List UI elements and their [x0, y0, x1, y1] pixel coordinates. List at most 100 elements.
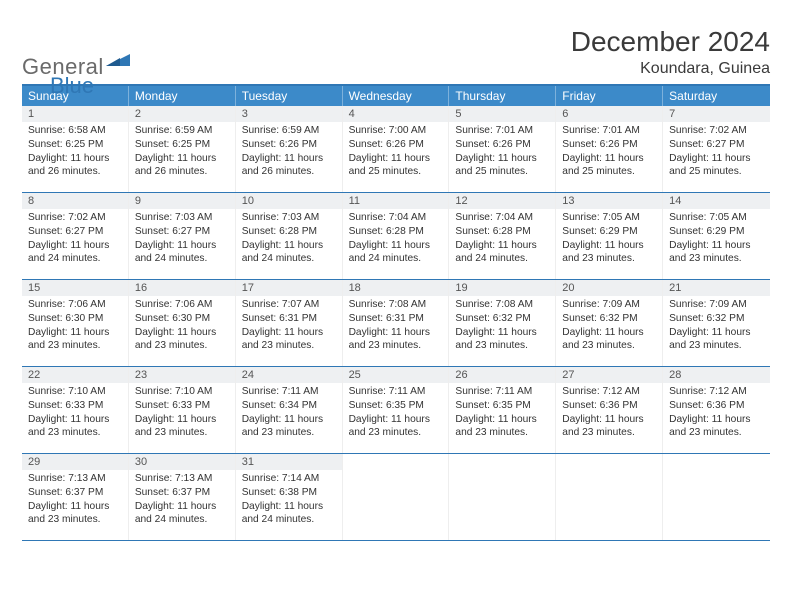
daylight-line2: and 25 minutes. — [455, 165, 549, 179]
sunset-text: Sunset: 6:33 PM — [135, 399, 229, 413]
day-cell: 23Sunrise: 7:10 AMSunset: 6:33 PMDayligh… — [129, 367, 236, 453]
sunrise-text: Sunrise: 7:05 AM — [669, 211, 764, 225]
sunset-text: Sunset: 6:26 PM — [242, 138, 336, 152]
weekday-header-cell: Saturday — [663, 86, 770, 106]
sunrise-text: Sunrise: 7:09 AM — [669, 298, 764, 312]
sunset-text: Sunset: 6:37 PM — [28, 486, 122, 500]
day-number: 12 — [449, 193, 555, 209]
daylight-line2: and 23 minutes. — [135, 339, 229, 353]
sunset-text: Sunset: 6:35 PM — [455, 399, 549, 413]
day-cell: 11Sunrise: 7:04 AMSunset: 6:28 PMDayligh… — [343, 193, 450, 279]
calendar: SundayMondayTuesdayWednesdayThursdayFrid… — [22, 84, 770, 541]
day-number: 26 — [449, 367, 555, 383]
sunrise-text: Sunrise: 7:04 AM — [455, 211, 549, 225]
day-cell: 31Sunrise: 7:14 AMSunset: 6:38 PMDayligh… — [236, 454, 343, 540]
daylight-line2: and 23 minutes. — [562, 426, 656, 440]
day-body: Sunrise: 7:03 AMSunset: 6:27 PMDaylight:… — [129, 209, 235, 270]
daylight-line2: and 24 minutes. — [455, 252, 549, 266]
daylight-line1: Daylight: 11 hours — [28, 239, 122, 253]
day-number: 6 — [556, 106, 662, 122]
sunset-text: Sunset: 6:25 PM — [135, 138, 229, 152]
day-body: Sunrise: 7:08 AMSunset: 6:31 PMDaylight:… — [343, 296, 449, 357]
sunset-text: Sunset: 6:26 PM — [455, 138, 549, 152]
day-number: 13 — [556, 193, 662, 209]
daylight-line1: Daylight: 11 hours — [28, 152, 122, 166]
day-cell: 13Sunrise: 7:05 AMSunset: 6:29 PMDayligh… — [556, 193, 663, 279]
sunrise-text: Sunrise: 6:59 AM — [135, 124, 229, 138]
day-cell: 9Sunrise: 7:03 AMSunset: 6:27 PMDaylight… — [129, 193, 236, 279]
day-cell: 30Sunrise: 7:13 AMSunset: 6:37 PMDayligh… — [129, 454, 236, 540]
day-body: Sunrise: 7:11 AMSunset: 6:34 PMDaylight:… — [236, 383, 342, 444]
sunrise-text: Sunrise: 7:07 AM — [242, 298, 336, 312]
day-body: Sunrise: 7:14 AMSunset: 6:38 PMDaylight:… — [236, 470, 342, 531]
sunrise-text: Sunrise: 7:01 AM — [562, 124, 656, 138]
day-number: 24 — [236, 367, 342, 383]
sunset-text: Sunset: 6:33 PM — [28, 399, 122, 413]
day-number: 28 — [663, 367, 770, 383]
day-cell-empty — [449, 454, 556, 540]
weekday-header-cell: Friday — [556, 86, 663, 106]
sunrise-text: Sunrise: 7:01 AM — [455, 124, 549, 138]
daylight-line2: and 23 minutes. — [562, 252, 656, 266]
sunset-text: Sunset: 6:26 PM — [562, 138, 656, 152]
sunset-text: Sunset: 6:32 PM — [562, 312, 656, 326]
sunrise-text: Sunrise: 6:59 AM — [242, 124, 336, 138]
location-title: Koundara, Guinea — [571, 60, 770, 78]
day-cell: 16Sunrise: 7:06 AMSunset: 6:30 PMDayligh… — [129, 280, 236, 366]
day-cell: 26Sunrise: 7:11 AMSunset: 6:35 PMDayligh… — [449, 367, 556, 453]
day-number: 16 — [129, 280, 235, 296]
daylight-line2: and 23 minutes. — [242, 339, 336, 353]
daylight-line1: Daylight: 11 hours — [455, 239, 549, 253]
day-body: Sunrise: 7:01 AMSunset: 6:26 PMDaylight:… — [556, 122, 662, 183]
sunset-text: Sunset: 6:30 PM — [28, 312, 122, 326]
day-number: 17 — [236, 280, 342, 296]
sunset-text: Sunset: 6:28 PM — [349, 225, 443, 239]
daylight-line1: Daylight: 11 hours — [349, 326, 443, 340]
sunset-text: Sunset: 6:26 PM — [349, 138, 443, 152]
day-cell-empty — [343, 454, 450, 540]
day-body: Sunrise: 7:05 AMSunset: 6:29 PMDaylight:… — [556, 209, 662, 270]
sunrise-text: Sunrise: 7:02 AM — [669, 124, 764, 138]
day-number: 2 — [129, 106, 235, 122]
day-cell: 8Sunrise: 7:02 AMSunset: 6:27 PMDaylight… — [22, 193, 129, 279]
daylight-line1: Daylight: 11 hours — [349, 413, 443, 427]
sunset-text: Sunset: 6:27 PM — [669, 138, 764, 152]
daylight-line1: Daylight: 11 hours — [455, 326, 549, 340]
day-cell: 21Sunrise: 7:09 AMSunset: 6:32 PMDayligh… — [663, 280, 770, 366]
day-number: 7 — [663, 106, 770, 122]
day-cell: 19Sunrise: 7:08 AMSunset: 6:32 PMDayligh… — [449, 280, 556, 366]
daylight-line1: Daylight: 11 hours — [28, 326, 122, 340]
day-number: 20 — [556, 280, 662, 296]
daylight-line2: and 23 minutes. — [349, 426, 443, 440]
daylight-line1: Daylight: 11 hours — [455, 152, 549, 166]
day-number: 10 — [236, 193, 342, 209]
day-cell: 2Sunrise: 6:59 AMSunset: 6:25 PMDaylight… — [129, 106, 236, 192]
sunset-text: Sunset: 6:30 PM — [135, 312, 229, 326]
daylight-line2: and 23 minutes. — [669, 339, 764, 353]
daylight-line1: Daylight: 11 hours — [669, 326, 764, 340]
weekday-header-cell: Monday — [129, 86, 236, 106]
week-row: 1Sunrise: 6:58 AMSunset: 6:25 PMDaylight… — [22, 106, 770, 193]
daylight-line1: Daylight: 11 hours — [242, 413, 336, 427]
daylight-line2: and 23 minutes. — [242, 426, 336, 440]
day-number: 22 — [22, 367, 128, 383]
day-cell: 20Sunrise: 7:09 AMSunset: 6:32 PMDayligh… — [556, 280, 663, 366]
day-cell: 12Sunrise: 7:04 AMSunset: 6:28 PMDayligh… — [449, 193, 556, 279]
day-body: Sunrise: 7:00 AMSunset: 6:26 PMDaylight:… — [343, 122, 449, 183]
daylight-line2: and 24 minutes. — [242, 252, 336, 266]
sunrise-text: Sunrise: 7:09 AM — [562, 298, 656, 312]
daylight-line1: Daylight: 11 hours — [242, 152, 336, 166]
day-body: Sunrise: 7:01 AMSunset: 6:26 PMDaylight:… — [449, 122, 555, 183]
day-body: Sunrise: 7:05 AMSunset: 6:29 PMDaylight:… — [663, 209, 770, 270]
day-cell: 17Sunrise: 7:07 AMSunset: 6:31 PMDayligh… — [236, 280, 343, 366]
daylight-line1: Daylight: 11 hours — [28, 413, 122, 427]
day-number: 1 — [22, 106, 128, 122]
day-number: 11 — [343, 193, 449, 209]
week-row: 22Sunrise: 7:10 AMSunset: 6:33 PMDayligh… — [22, 367, 770, 454]
daylight-line1: Daylight: 11 hours — [669, 413, 764, 427]
day-number: 15 — [22, 280, 128, 296]
week-row: 8Sunrise: 7:02 AMSunset: 6:27 PMDaylight… — [22, 193, 770, 280]
sunrise-text: Sunrise: 7:02 AM — [28, 211, 122, 225]
day-cell: 24Sunrise: 7:11 AMSunset: 6:34 PMDayligh… — [236, 367, 343, 453]
sunrise-text: Sunrise: 7:10 AM — [28, 385, 122, 399]
